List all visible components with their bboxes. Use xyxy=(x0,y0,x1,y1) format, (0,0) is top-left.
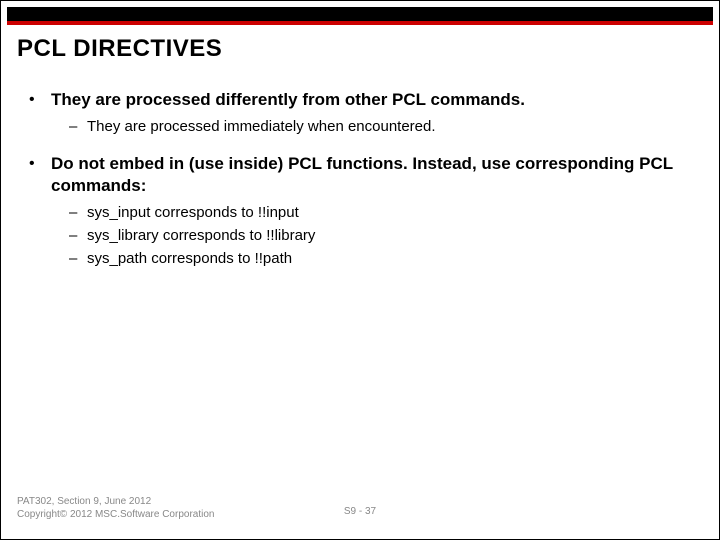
dash-icon: – xyxy=(69,117,87,137)
bullet-text: Do not embed in (use inside) PCL functio… xyxy=(51,153,699,197)
dash-icon: – xyxy=(69,203,87,223)
top-black-bar xyxy=(7,7,713,21)
bullet-icon: • xyxy=(29,89,51,111)
red-accent-line xyxy=(7,21,713,25)
content-area: • They are processed differently from ot… xyxy=(29,89,699,285)
bullet-text: They are processed differently from othe… xyxy=(51,89,525,111)
slide-title: PCL DIRECTIVES xyxy=(17,35,222,63)
sub-bullet-group: – sys_input corresponds to !!input – sys… xyxy=(69,203,699,269)
dash-icon: – xyxy=(69,226,87,246)
sub-bullet-group: – They are processed immediately when en… xyxy=(69,117,699,137)
sub-bullet-text: sys_input corresponds to !!input xyxy=(87,203,299,223)
sub-bullet-text: They are processed immediately when enco… xyxy=(87,117,436,137)
sub-bullet-text: sys_path corresponds to !!path xyxy=(87,249,292,269)
bullet-level2: – sys_input corresponds to !!input xyxy=(69,203,699,223)
footer-page-number: S9 - 37 xyxy=(1,506,719,517)
bullet-icon: • xyxy=(29,153,51,197)
bullet-level2: – They are processed immediately when en… xyxy=(69,117,699,137)
sub-bullet-text: sys_library corresponds to !!library xyxy=(87,226,315,246)
bullet-level2: – sys_path corresponds to !!path xyxy=(69,249,699,269)
bullet-level1: • They are processed differently from ot… xyxy=(29,89,699,111)
bullet-level1: • Do not embed in (use inside) PCL funct… xyxy=(29,153,699,197)
dash-icon: – xyxy=(69,249,87,269)
bullet-level2: – sys_library corresponds to !!library xyxy=(69,226,699,246)
slide: PCL DIRECTIVES • They are processed diff… xyxy=(0,0,720,540)
